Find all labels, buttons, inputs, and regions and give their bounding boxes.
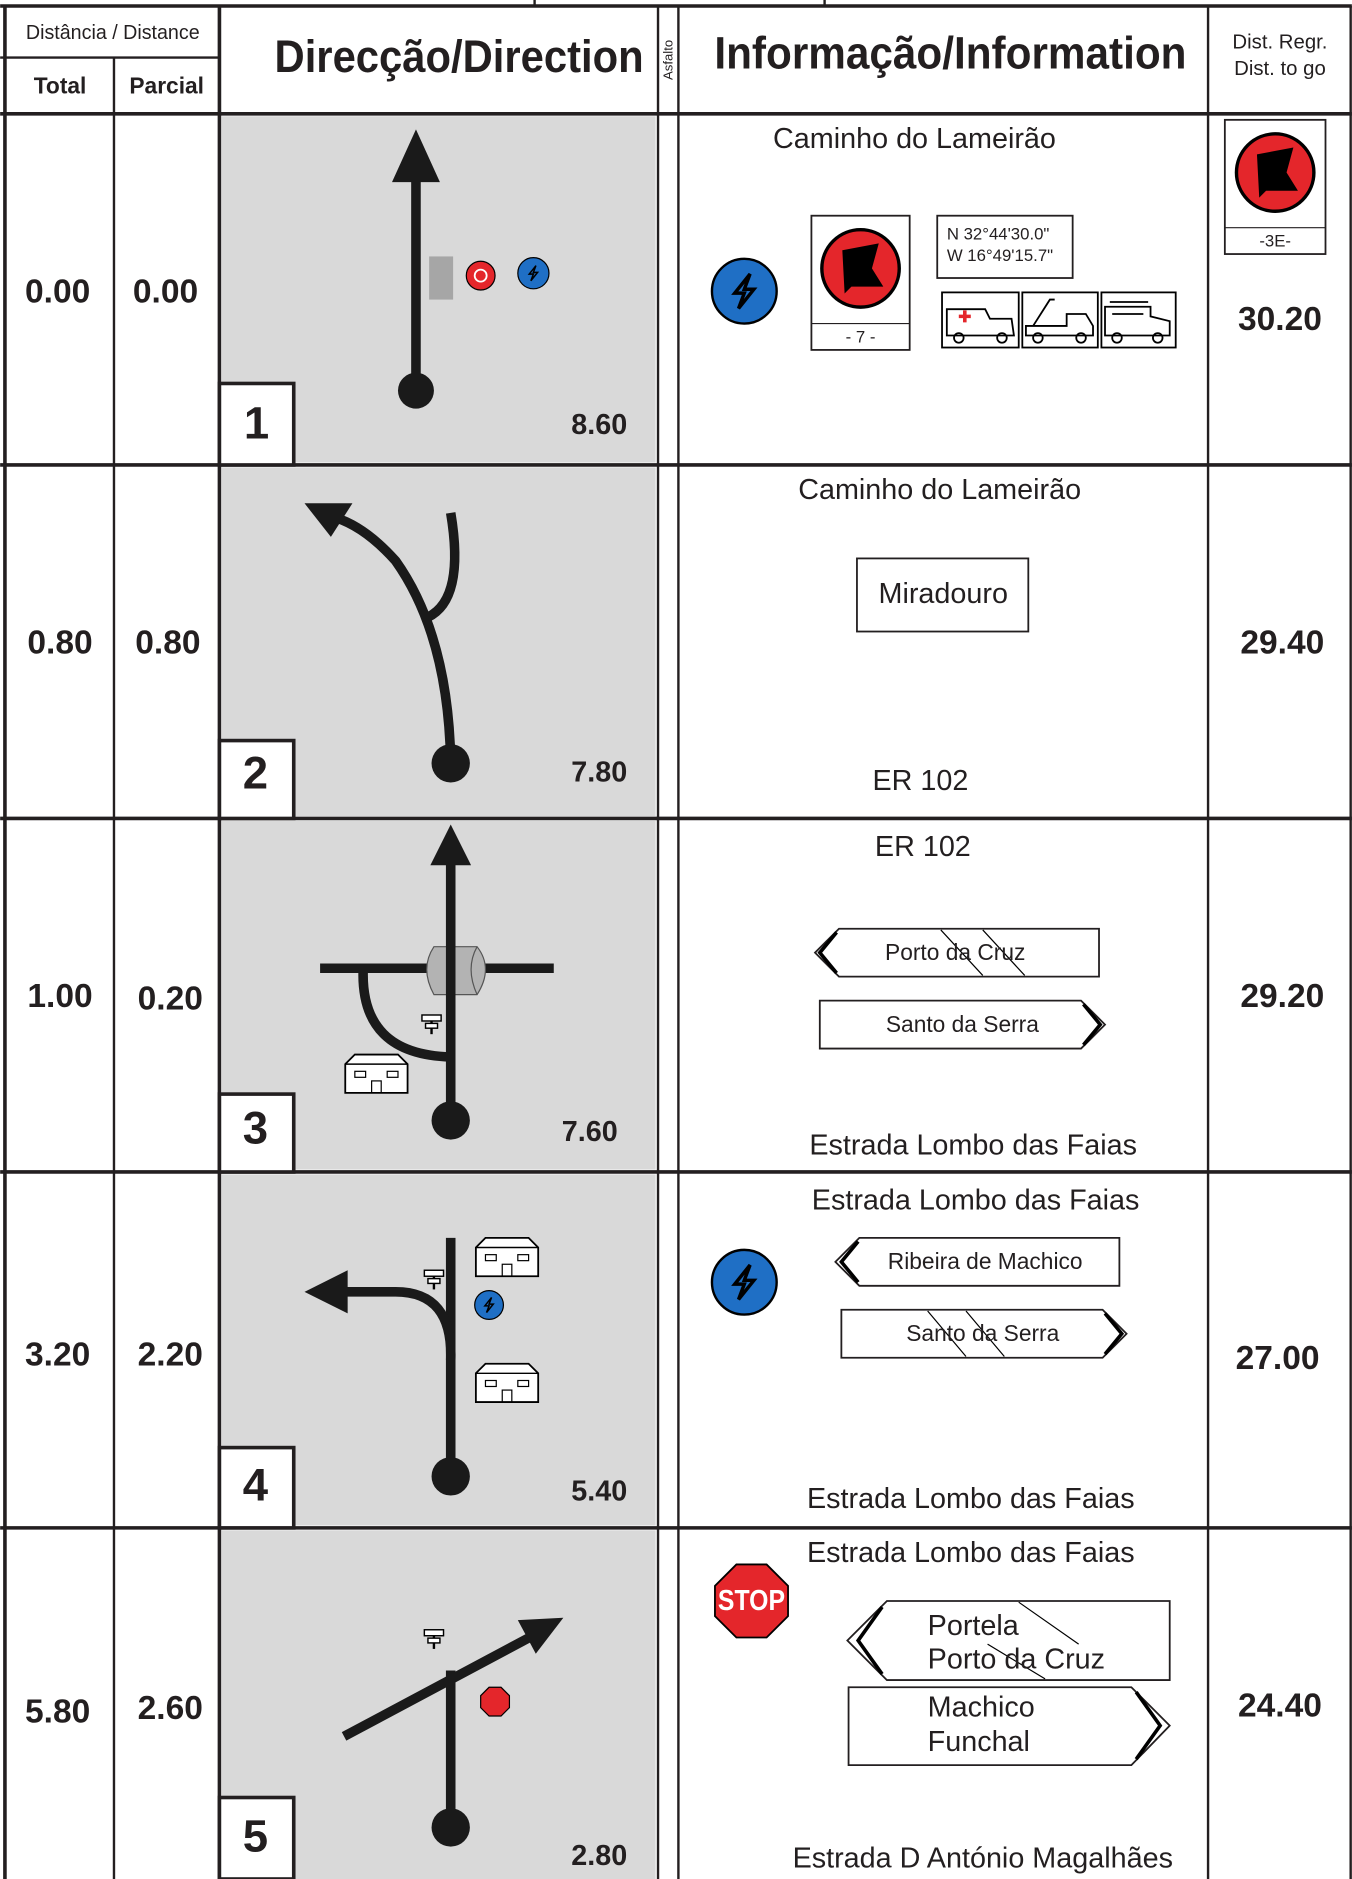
header-asphalt: Asfalto [660,40,675,80]
partial: 2.20 [138,1336,203,1373]
number-box [217,1445,296,1530]
total: 0.00 [25,273,90,310]
info-bottom: Estrada D António Magalhães [793,1842,1173,1874]
remaining: 2.80 [571,1840,627,1872]
info-top: Estrada Lombo das Faias [812,1185,1140,1217]
partial: 0.80 [135,625,200,662]
header-distance: Distância / Distance [26,22,200,44]
sign-left-text: Ribeira de Machico [888,1248,1083,1274]
diagram [304,1236,540,1496]
step-number: 1 [244,398,269,449]
header-dist-regr: Dist. Regr. [1232,32,1327,54]
info-top: Caminho do Lameirão [798,474,1081,506]
header-dist-to-go: Dist. to go [1234,58,1326,80]
diagram [320,824,554,1140]
number-box [217,1092,296,1174]
coord-n: N 32°44'30.0" [947,224,1050,243]
coord-box [936,214,1074,279]
number-box [217,381,296,467]
info-bottom: ER 102 [873,765,969,797]
sign-right-line-2: Funchal [928,1726,1030,1758]
remaining: 5.40 [571,1476,627,1508]
info-bottom: Estrada Lombo das Faias [807,1483,1135,1515]
diagram [341,1617,564,1847]
row-2: 0.80 0.80 2 7.80 Caminho do Lameirão Mir… [27,474,1324,821]
step-number: 2 [243,748,268,799]
header-direction: Direcção/Direction [275,31,644,82]
sign-right-line-1: Machico [928,1691,1035,1723]
header-information: Informação/Information [714,27,1186,78]
number-box [217,1795,296,1879]
coord-w: W 16°49'15.7" [947,246,1053,265]
to-go: 27.00 [1236,1340,1320,1377]
diagram-backgrounds [221,116,656,1879]
power-icon [710,1248,778,1316]
info-top: ER 102 [875,831,971,863]
sign-left-line-2: Porto da Cruz [928,1643,1105,1675]
step-number: 4 [243,1459,269,1510]
sign-left [834,1236,1121,1287]
flag-label: - 7 - [846,327,876,346]
row-4: 3.20 2.20 4 5.40 Estrada Lombo das Faias… [25,1185,1320,1530]
header-total: Total [34,72,87,98]
row-3: 1.00 0.20 3 7.60 ER 102 Porto da Cruz Sa… [27,824,1324,1174]
sign-right-text: Santo da Serra [886,1011,1039,1037]
sign-box [856,557,1030,633]
step-number: 5 [243,1810,268,1861]
to-go: 29.40 [1240,625,1324,662]
number-box [217,738,296,821]
stop-sign [714,1563,789,1639]
to-go: 29.20 [1240,978,1324,1015]
row-5: 5.80 2.60 5 2.80 Estrada Lombo das Faias… [25,1537,1322,1879]
info-bottom: Estrada Lombo das Faias [809,1129,1137,1161]
sign-left-line-1: Portela [928,1610,1019,1642]
sign-text: Miradouro [879,578,1008,610]
diagram [304,503,470,783]
sign-right [818,999,1107,1050]
sign-right-text: Santo da Serra [906,1320,1059,1346]
power-icon [710,257,778,325]
sign-right [840,1308,1128,1359]
sign-left-text: Porto da Cruz [885,939,1025,965]
header-partial: Parcial [129,72,204,98]
remaining: 7.60 [562,1116,618,1148]
remaining: 7.80 [571,757,627,789]
info-top: Estrada Lombo das Faias [807,1537,1135,1569]
total: 3.20 [25,1336,90,1373]
step-number: 3 [243,1102,268,1153]
to-go-flag-label: -3E- [1259,232,1291,251]
diagram [391,129,550,409]
to-go: 24.40 [1238,1687,1322,1724]
partial: 2.60 [138,1690,203,1727]
info-top: Caminho do Lameirão [773,123,1056,155]
stop-text: STOP [718,1585,785,1617]
sign-right [847,1686,1171,1767]
to-go: 30.20 [1238,301,1322,338]
vehicle-icons [941,291,1177,349]
partial: 0.20 [138,980,203,1017]
total: 1.00 [27,978,92,1015]
partial: 0.00 [133,273,198,310]
total: 5.80 [25,1693,90,1730]
remaining: 8.60 [571,409,627,441]
row-1: 0.00 0.00 1 8.60 Caminho do Lameirão - 7… [25,118,1327,467]
total: 0.80 [27,625,92,662]
